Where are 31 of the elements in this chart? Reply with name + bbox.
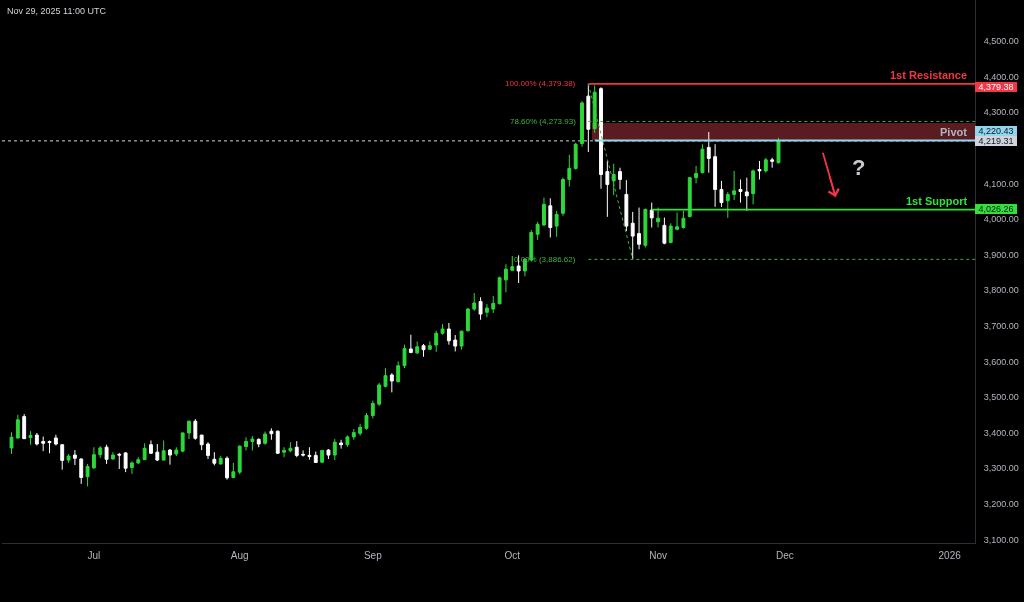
- x-tick-label: Nov: [649, 550, 667, 561]
- y-tick-label: 3,700.00: [983, 320, 1019, 331]
- y-tick-label: 3,900.00: [983, 249, 1019, 260]
- annotation: Nov 29, 2025 11:00 UTC: [7, 6, 107, 16]
- x-tick-label: Dec: [775, 550, 794, 561]
- x-tick-label: Jul: [87, 550, 101, 561]
- x-tick-label: Aug: [230, 550, 249, 561]
- y-tick-label: 3,600.00: [983, 356, 1019, 367]
- series-label: 1st Resistance: [890, 69, 968, 81]
- y-tick-label: 4,400.00: [983, 71, 1019, 82]
- y-tick-label: 3,500.00: [983, 392, 1019, 403]
- data-label: 78.60% (4,273.93): [510, 117, 577, 126]
- data-label: 4,026.26: [978, 204, 1014, 214]
- x-tick-label: Oct: [504, 550, 521, 561]
- x-tick-label: Sep: [363, 550, 383, 561]
- y-tick-label: 3,400.00: [983, 427, 1019, 438]
- y-tick-label: 3,800.00: [983, 285, 1019, 296]
- ref-line-label: 4,219.31: [978, 136, 1014, 146]
- data-label: 4,220.43: [978, 126, 1014, 136]
- series-label: 1st Support: [906, 195, 968, 207]
- y-tick-label: 3,200.00: [983, 498, 1019, 509]
- data-label: 4,379.38: [978, 82, 1014, 92]
- data-label: 100.00% (4,379.38): [505, 79, 576, 88]
- y-tick-label: 4,300.00: [983, 107, 1019, 118]
- y-tick-label: 4,100.00: [983, 178, 1019, 189]
- x-tick-label: 2026: [938, 550, 962, 561]
- y-tick-label: 4,000.00: [983, 214, 1019, 225]
- annotation: ?: [852, 155, 866, 180]
- y-tick-label: 4,500.00: [983, 36, 1019, 47]
- y-tick-label: 3,100.00: [983, 534, 1019, 545]
- y-tick-label: 3,300.00: [983, 463, 1019, 474]
